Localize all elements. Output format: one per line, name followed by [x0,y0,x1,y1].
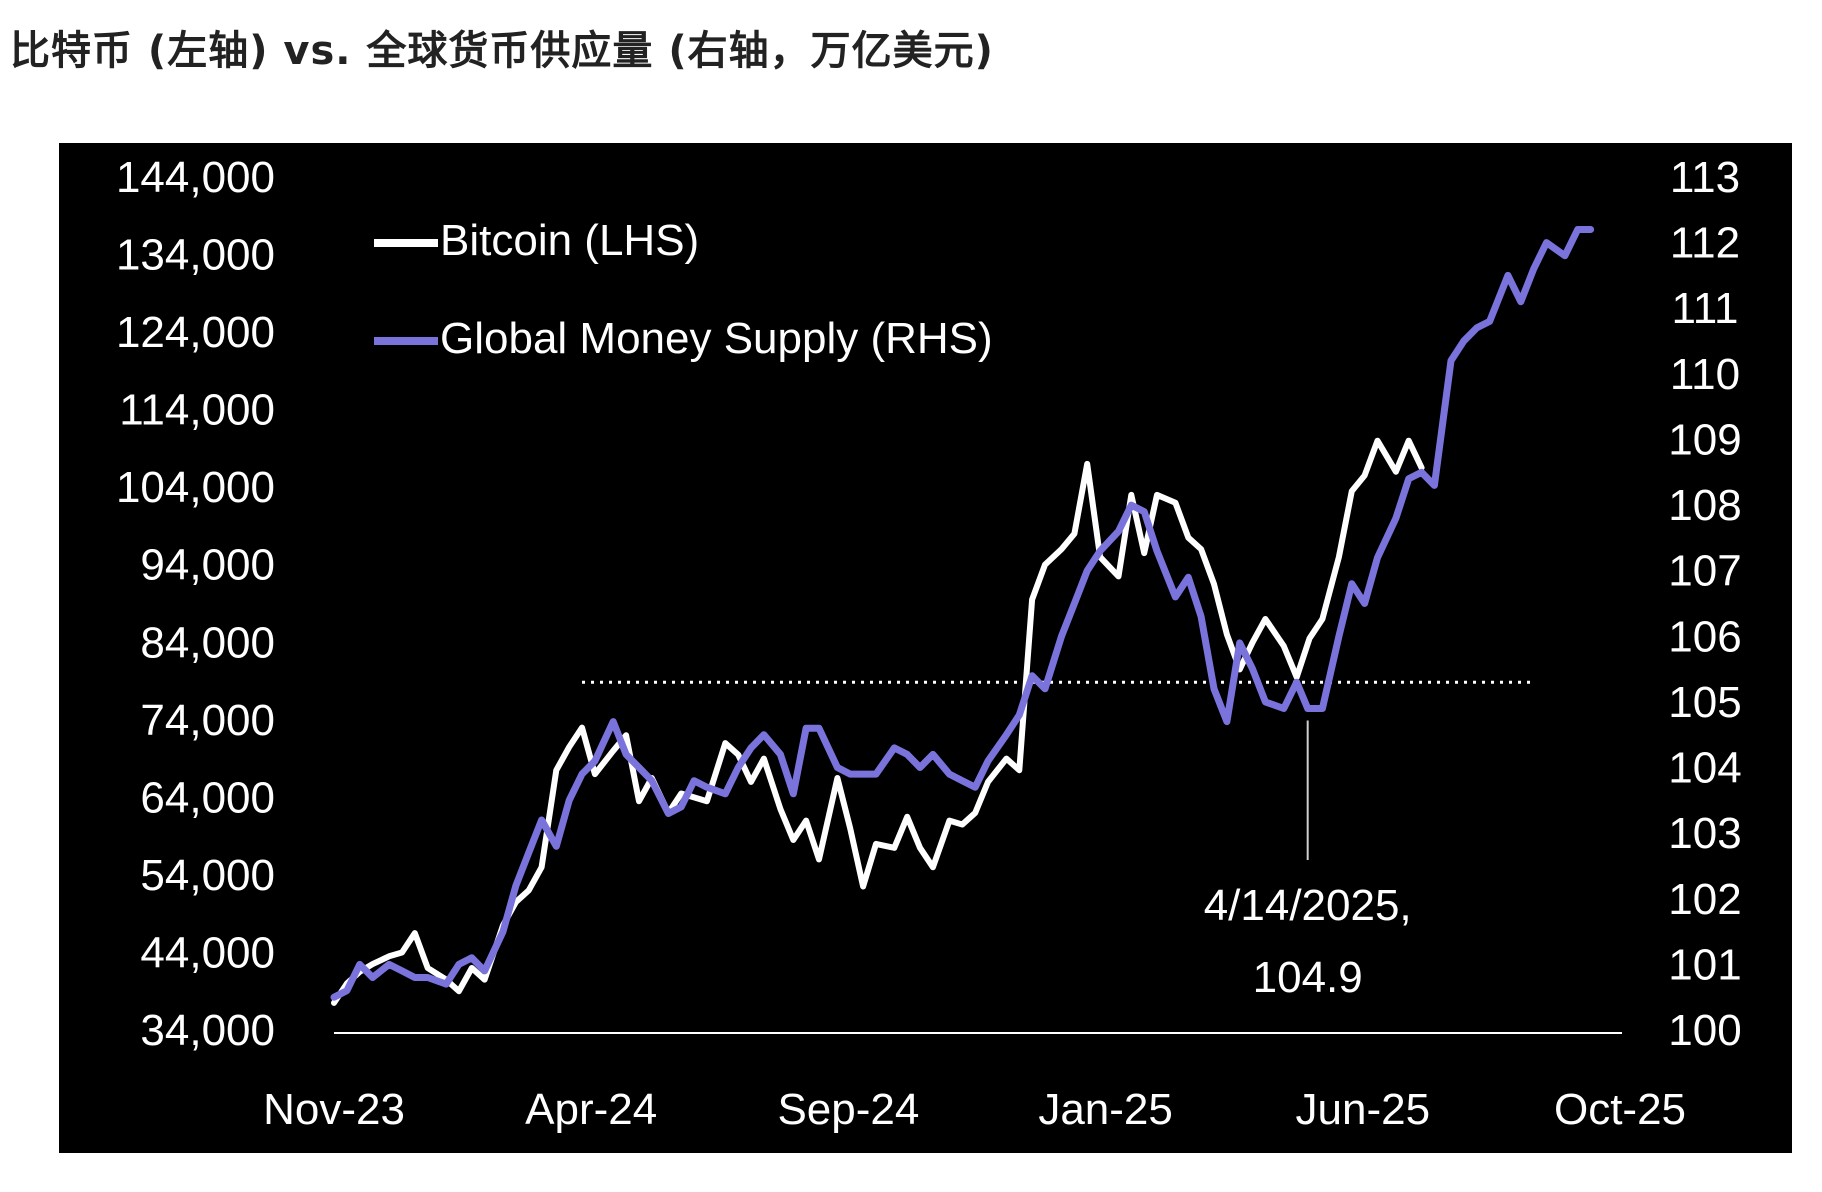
page-title: 比特币 (左轴) vs. 全球货币供应量 (右轴，万亿美元) [10,28,994,74]
right-tick-label: 108 [1668,481,1741,530]
left-tick-label: 104,000 [116,463,275,512]
left-axis: 34,000 44,000 54,000 64,000 74,000 84,000 94,0… [116,153,275,1055]
right-tick-label: 100 [1668,1006,1741,1055]
right-tick-label: 111 [1672,284,1739,333]
right-axis: 100 101 102 103 104 105 106 107 108 109 110 111 112 1… [1668,153,1741,1055]
right-tick-label: 109 [1668,415,1741,464]
right-tick-label: 105 [1668,678,1741,727]
x-tick-label: Nov-23 [263,1085,405,1134]
left-tick-label: 124,000 [116,308,275,357]
left-tick-label: 34,000 [140,1006,275,1055]
series-line-bitcoin [331,437,1425,1006]
left-tick-label: 54,000 [140,851,275,900]
right-tick-label: 112 [1670,219,1740,268]
x-axis: Nov-23 Apr-24 Sep-24 Jan-25 Jun-25 Oct-25 [263,1085,1686,1134]
right-tick-label: 106 [1668,612,1741,661]
annotation-value: 104.9 [1253,953,1363,1002]
left-tick-label: 44,000 [140,928,275,977]
x-tick-label: Apr-24 [525,1085,657,1134]
right-tick-label: 107 [1668,547,1741,596]
x-tick-label: Jun-25 [1296,1085,1431,1134]
left-tick-label: 134,000 [116,231,275,280]
x-tick-label: Jan-25 [1038,1085,1173,1134]
right-tick-label: 104 [1668,744,1741,793]
x-tick-label: Sep-24 [777,1085,919,1134]
x-tick-label: Oct-25 [1554,1085,1686,1134]
left-tick-label: 114,000 [119,386,275,435]
left-tick-label: 64,000 [140,773,275,822]
series-line-money-supply [330,226,1595,1001]
right-tick-label: 102 [1668,875,1741,924]
right-tick-label: 101 [1668,940,1741,989]
right-tick-label: 110 [1670,350,1740,399]
right-tick-label: 103 [1668,809,1741,858]
legend-label-bitcoin: Bitcoin (LHS) [440,216,699,265]
annotation-date: 4/14/2025, [1204,881,1412,930]
left-tick-label: 84,000 [140,618,275,667]
right-tick-label: 113 [1670,153,1740,202]
left-tick-label: 144,000 [116,153,275,202]
legend-label-money-supply: Global Money Supply (RHS) [440,314,993,363]
legend: Bitcoin (LHS) Global Money Supply (RHS) [374,216,993,363]
left-tick-label: 74,000 [140,696,275,745]
left-tick-label: 94,000 [140,541,275,590]
